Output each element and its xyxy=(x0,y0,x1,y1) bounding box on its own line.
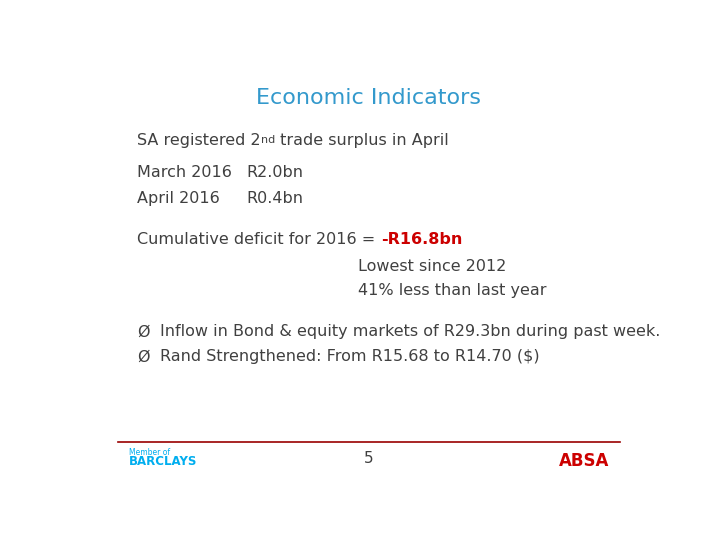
Text: R0.4bn: R0.4bn xyxy=(246,191,303,206)
Text: April 2016: April 2016 xyxy=(138,191,220,206)
Text: Economic Indicators: Economic Indicators xyxy=(256,87,482,107)
Text: Ø: Ø xyxy=(138,349,150,364)
Text: Lowest since 2012: Lowest since 2012 xyxy=(358,259,506,274)
Text: Ø: Ø xyxy=(138,324,150,339)
Text: March 2016: March 2016 xyxy=(138,165,233,180)
Text: BARCLAYS: BARCLAYS xyxy=(129,455,197,468)
Text: Inflow in Bond & equity markets of R29.3bn during past week.: Inflow in Bond & equity markets of R29.3… xyxy=(160,324,660,339)
Text: nd: nd xyxy=(261,136,275,145)
Text: 41% less than last year: 41% less than last year xyxy=(358,282,546,298)
Text: trade surplus in April: trade surplus in April xyxy=(275,133,449,148)
Text: SA registered 2: SA registered 2 xyxy=(138,133,261,148)
Text: -R16.8bn: -R16.8bn xyxy=(381,232,462,247)
Text: Cumulative deficit for 2016 =: Cumulative deficit for 2016 = xyxy=(138,232,381,247)
Text: Rand Strengthened: From R15.68 to R14.70 ($): Rand Strengthened: From R15.68 to R14.70… xyxy=(160,349,539,364)
Text: 5: 5 xyxy=(364,451,374,467)
Text: Member of: Member of xyxy=(129,448,170,457)
Text: R2.0bn: R2.0bn xyxy=(246,165,303,180)
Text: ABSA: ABSA xyxy=(559,453,609,470)
